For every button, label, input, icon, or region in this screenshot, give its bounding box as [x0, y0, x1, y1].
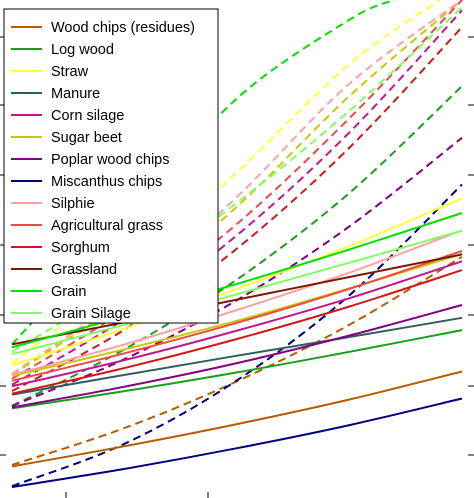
dashed-series-line-20 [11, 183, 463, 488]
legend-box [3, 8, 219, 324]
legend-entries: Wood chips (residues) Log wood Straw Manure… [11, 20, 195, 322]
solid-series-line-10 [11, 269, 463, 395]
solid-series-line-0 [11, 370, 463, 468]
solid-series-line-2 [11, 197, 463, 367]
legend-label: Manure [51, 86, 100, 102]
axis-ticks [0, 36, 474, 498]
dashed-series-line-23 [11, 26, 463, 392]
legend-label: Log wood [51, 42, 114, 58]
solid-series-line-8 [11, 229, 463, 376]
legend-label: Agricultural grass [51, 218, 163, 234]
legend-label: Sugar beet [51, 130, 122, 146]
legend-label: Corn silage [51, 108, 124, 124]
legend-label: Grassland [51, 262, 117, 278]
legend-label: Miscanthus chips [51, 174, 162, 190]
legend-label: Silphie [51, 196, 95, 212]
solid-series-line-1 [11, 329, 463, 410]
legend-label: Grain [51, 284, 86, 300]
solid-series-line-12 [11, 212, 463, 349]
legend-label: Straw [51, 64, 89, 80]
dashed-series-line-17 [11, 9, 463, 386]
solid-series-line-11 [11, 253, 463, 346]
solid-series-line-13 [11, 229, 463, 356]
dashed-series-line-22 [11, 0, 463, 380]
legend-label: Wood chips (residues) [51, 20, 195, 36]
solid-series-line-3 [11, 316, 463, 396]
legend: Wood chips (residues) Log wood Straw Manure… [3, 8, 219, 324]
solid-series-line-7 [11, 397, 463, 489]
solid-series-line-6 [11, 304, 463, 409]
legend-label: Grain Silage [51, 306, 131, 322]
solid-series-line-9 [11, 249, 463, 382]
legend-label: Poplar wood chips [51, 152, 170, 168]
solid-series-line-4 [11, 260, 463, 388]
legend-label: Sorghum [51, 240, 110, 256]
